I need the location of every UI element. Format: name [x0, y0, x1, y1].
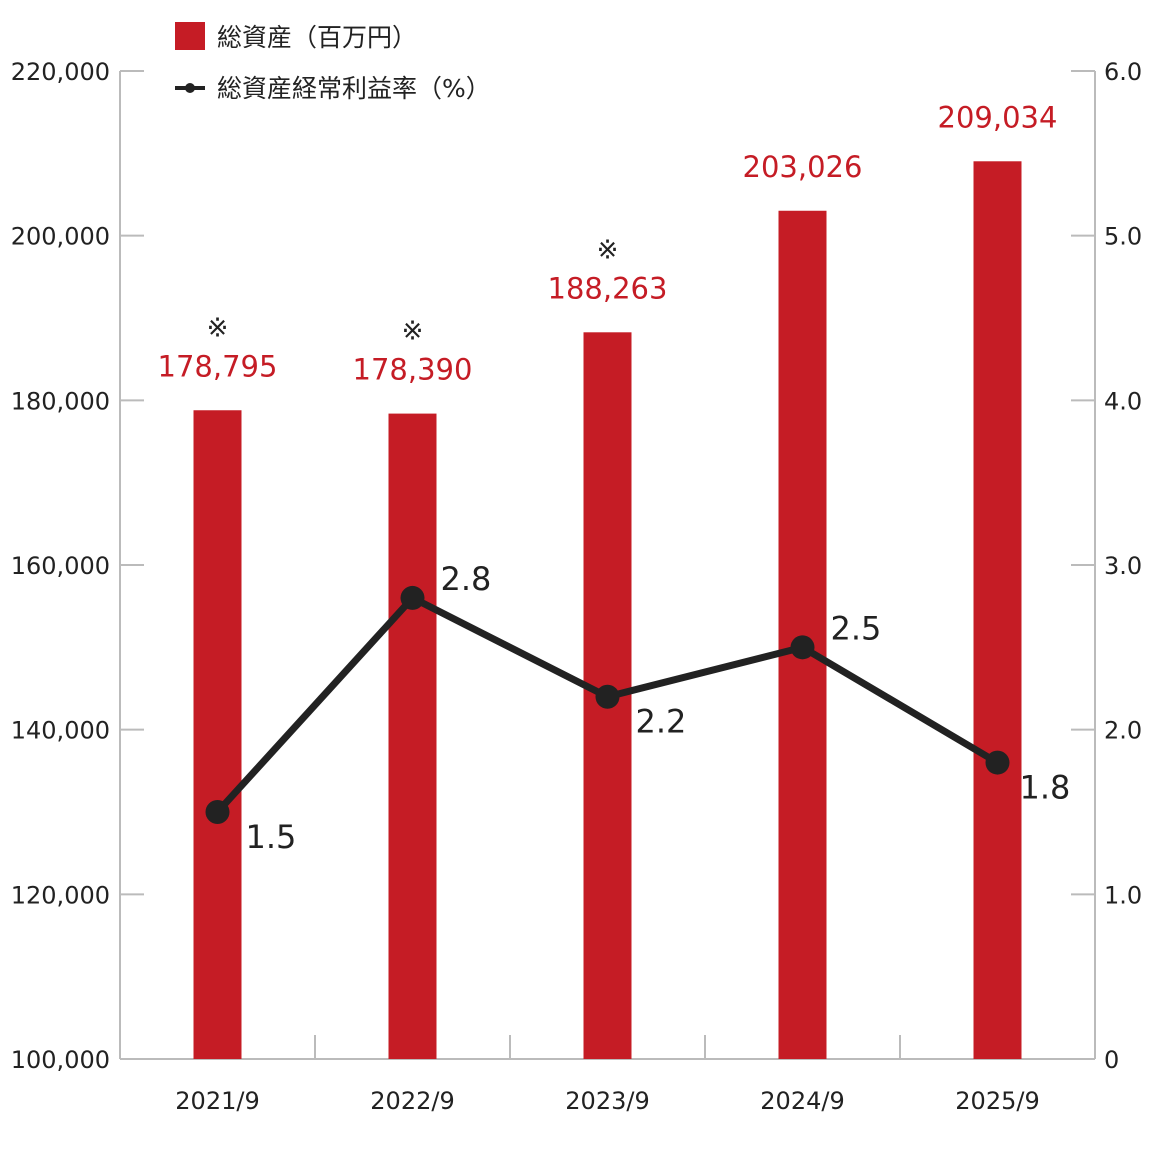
right-tick-label: 3.0 [1104, 552, 1142, 580]
left-tick-label: 120,000 [11, 881, 110, 909]
note-mark: ※ [402, 317, 424, 347]
right-tick-label: 6.0 [1104, 58, 1142, 86]
line-value-label: 1.8 [1020, 769, 1071, 807]
chart-labels: 178,795 ※ 178,390 ※ 188,263 ※ 203,026 209,034 1.… [158, 100, 1071, 856]
line-point [205, 800, 230, 824]
left-tick-label: 160,000 [11, 552, 110, 580]
line-value-label: 1.5 [246, 818, 297, 856]
bar-value-label: 188,263 [548, 271, 668, 305]
category-label: 2021/9 [175, 1087, 259, 1115]
line-value-label: 2.2 [636, 703, 687, 741]
category-label: 2023/9 [565, 1087, 649, 1115]
note-mark: ※ [597, 235, 619, 265]
bar-value-label: 203,026 [743, 150, 863, 184]
bar [193, 410, 242, 1059]
legend-bar-swatch [175, 22, 205, 50]
right-tick-label: 4.0 [1104, 387, 1142, 415]
line-point [790, 635, 815, 660]
category-label: 2024/9 [760, 1087, 844, 1115]
line-point [985, 750, 1010, 775]
bar [973, 161, 1022, 1059]
line-series [205, 585, 1010, 824]
bar [778, 210, 827, 1060]
bar-value-label: 209,034 [938, 100, 1058, 134]
axes: 100,000 120,000 140,000 160,000 180,000 200,0… [11, 58, 1142, 1115]
line-point [400, 585, 425, 610]
right-tick-label: 0 [1104, 1046, 1119, 1074]
left-tick-label: 220,000 [11, 58, 110, 86]
left-tick-label: 200,000 [11, 223, 110, 251]
bar-value-label: 178,795 [158, 349, 278, 383]
category-label: 2022/9 [370, 1087, 454, 1115]
left-tick-label: 100,000 [11, 1046, 110, 1074]
legend: 総資産（百万円） 総資産経常利益率（%） [175, 22, 491, 103]
legend-bar-label: 総資産（百万円） [217, 23, 417, 52]
bar [388, 413, 437, 1059]
bar-series [193, 161, 1022, 1060]
right-tick-label: 1.0 [1104, 881, 1142, 909]
left-tick-label: 140,000 [11, 717, 110, 745]
left-tick-label: 180,000 [11, 387, 110, 415]
line-point [595, 684, 620, 709]
note-mark: ※ [207, 313, 229, 343]
line-value-label: 2.5 [831, 609, 882, 647]
right-tick-label: 5.0 [1104, 223, 1142, 251]
legend-line-label: 総資産経常利益率（%） [217, 74, 491, 103]
bar-value-label: 178,390 [353, 353, 473, 387]
legend-line-marker [185, 83, 195, 93]
right-tick-label: 2.0 [1104, 717, 1142, 745]
line-value-label: 2.8 [441, 560, 492, 598]
category-label: 2025/9 [955, 1087, 1039, 1115]
